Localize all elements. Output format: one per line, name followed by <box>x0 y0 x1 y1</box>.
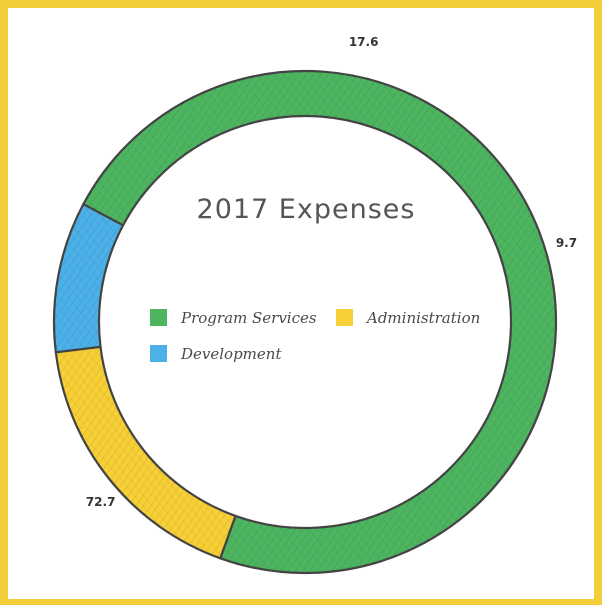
slice-texture-development <box>53 204 124 353</box>
legend: Program Services Administration Developmen… <box>150 309 480 363</box>
legend-label-program-services: Program Services <box>180 309 317 327</box>
legend-label-development: Development <box>180 345 282 363</box>
legend-swatch-development <box>150 345 167 362</box>
data-label-development: 9.7 <box>556 236 577 250</box>
value-labels: 72.7 17.6 9.7 <box>86 35 577 509</box>
chart-panel: 72.7 17.6 9.7 2017 Expenses Program Servic… <box>8 8 594 599</box>
legend-swatch-administration <box>336 309 353 326</box>
chart-title: 2017 Expenses <box>197 194 416 225</box>
legend-swatch-program-services <box>150 309 167 326</box>
donut-chart: 72.7 17.6 9.7 2017 Expenses Program Servic… <box>52 35 577 575</box>
donut-slices <box>52 69 558 575</box>
data-label-administration: 17.6 <box>349 35 379 49</box>
slice-texture-administration <box>55 346 236 559</box>
data-label-program-services: 72.7 <box>86 495 116 509</box>
legend-label-administration: Administration <box>365 309 480 327</box>
